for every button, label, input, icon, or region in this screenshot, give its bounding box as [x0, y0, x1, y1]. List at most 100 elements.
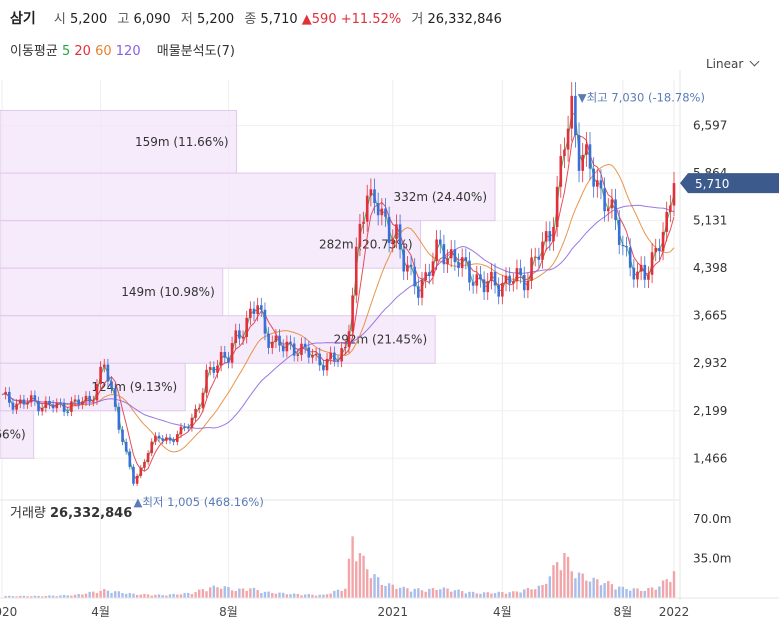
- ma5-label: 5: [61, 44, 71, 59]
- volume-bar: [669, 582, 672, 598]
- volume-bar: [588, 581, 592, 598]
- volume-bar: [563, 552, 566, 598]
- candle-body: [307, 347, 311, 358]
- volume-bar: [325, 594, 329, 598]
- x-tick-label: 8월: [219, 605, 238, 619]
- candle-body: [588, 144, 592, 169]
- candle-body: [409, 264, 413, 267]
- volume-bar: [292, 593, 296, 598]
- volume-bar: [161, 595, 164, 598]
- volume-bar: [216, 587, 219, 598]
- volume-bar: [355, 561, 358, 598]
- volume-bar: [581, 573, 584, 598]
- candle-body: [347, 331, 351, 347]
- candle-body: [146, 453, 150, 463]
- candle-body: [234, 330, 238, 344]
- volume-bar: [439, 589, 442, 598]
- volume-bar: [11, 596, 15, 598]
- volume-bar: [512, 591, 515, 598]
- y-tick-label: 1,466: [693, 451, 727, 465]
- volume-tick-label: 70.0m: [693, 512, 731, 526]
- volume-bar: [88, 591, 91, 598]
- volume-bar: [344, 588, 347, 598]
- x-tick-label: 2021: [378, 605, 409, 619]
- candle-body: [81, 401, 84, 405]
- volume-bar: [650, 587, 654, 598]
- candle-body: [322, 365, 325, 371]
- candle-body: [223, 351, 227, 358]
- volume-profile-label: 149m (10.98%): [121, 285, 215, 299]
- candle-body: [59, 402, 62, 404]
- candle-body: [475, 274, 479, 286]
- volume-bar: [103, 588, 106, 598]
- candle-body: [340, 348, 343, 362]
- candle-body: [479, 274, 482, 280]
- volume-bar: [146, 594, 150, 598]
- volume-bar: [194, 592, 197, 598]
- volume-bar: [530, 589, 533, 598]
- candle-body: [566, 128, 570, 150]
- candle-body: [391, 238, 395, 244]
- volume-bar: [40, 596, 44, 598]
- candle-body: [420, 280, 424, 298]
- y-tick-label: 3,665: [693, 309, 727, 323]
- volume-bar: [541, 585, 544, 598]
- volume-bar: [48, 595, 51, 598]
- volume-bar: [282, 592, 285, 598]
- candle-body: [606, 208, 610, 212]
- candle-body: [113, 388, 117, 407]
- volume-bar: [402, 586, 405, 598]
- volume-bar: [585, 580, 588, 598]
- x-tick-label: 4월: [493, 605, 512, 619]
- volume-bar: [274, 593, 278, 598]
- volume-bar: [570, 571, 573, 598]
- volume-bar: [464, 593, 468, 598]
- candle-body: [303, 343, 307, 348]
- candle-body: [190, 417, 194, 428]
- candle-body: [526, 280, 530, 291]
- volume-bar: [227, 586, 230, 598]
- candle-body: [278, 335, 281, 346]
- volume-bar: [165, 595, 168, 598]
- volume-bar: [172, 593, 175, 598]
- volume-bar: [409, 591, 413, 598]
- candle-body: [227, 357, 230, 363]
- low-annotation: ▲최저 1,005 (468.16%): [133, 495, 263, 509]
- volume-bar: [647, 587, 650, 598]
- volume-bar: [555, 562, 559, 598]
- volume-bar: [621, 586, 625, 598]
- candle-body: [442, 244, 446, 265]
- volume-bar: [121, 593, 124, 598]
- candle-body: [468, 260, 471, 283]
- candle-body: [460, 257, 464, 269]
- candle-body: [482, 279, 486, 293]
- scale-selector[interactable]: Linear: [706, 57, 758, 71]
- volume-bar: [15, 596, 18, 598]
- open-value: 5,200: [70, 12, 108, 27]
- volume-profile-bar: [0, 220, 422, 269]
- candle-body: [643, 264, 647, 280]
- candle-body: [351, 295, 354, 332]
- volume-bar: [234, 590, 237, 598]
- candle-body: [570, 95, 574, 129]
- moving-average-legend[interactable]: 이동평균 5 20 60 120 매물분석도(7): [10, 40, 235, 59]
- stock-name: 삼기: [10, 11, 36, 27]
- candle-body: [139, 467, 143, 476]
- volume-bar: [4, 595, 7, 598]
- candle-body: [256, 305, 259, 315]
- candle-body: [402, 249, 406, 272]
- volume-profile-toggle[interactable]: 매물분석도(7): [156, 44, 235, 59]
- candle-body: [555, 186, 559, 228]
- candle-body: [216, 365, 219, 373]
- volume-bar: [183, 593, 186, 598]
- volume-profile-bar: [0, 267, 224, 317]
- candle-body: [92, 400, 95, 402]
- volume-value: 26,332,846: [427, 12, 502, 27]
- volume-bar: [59, 595, 62, 598]
- volume-bar: [373, 574, 376, 598]
- candle-body: [26, 402, 29, 405]
- volume-tick-label: 35.0m: [693, 552, 731, 566]
- volume-bar: [468, 591, 471, 598]
- candle-body: [311, 354, 314, 358]
